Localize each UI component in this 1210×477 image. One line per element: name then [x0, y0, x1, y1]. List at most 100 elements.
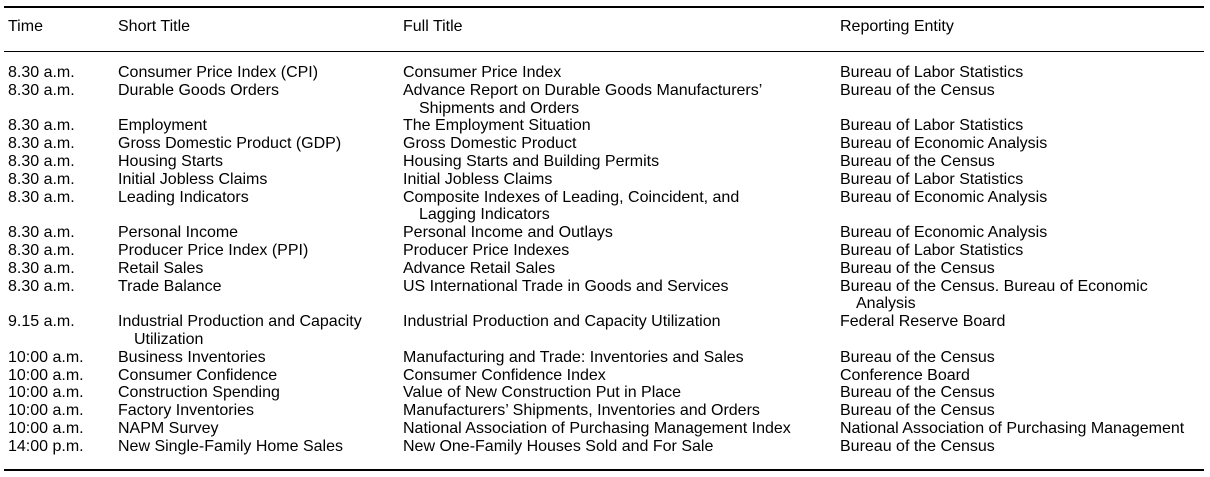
cell-short-title: Business Inventories — [118, 349, 266, 367]
cell-reporting-entity: Bureau of the Census — [840, 438, 995, 456]
cell-time: 8.30 a.m. — [8, 135, 75, 153]
cell-short-title: Consumer Price Index (CPI) — [118, 64, 318, 82]
cell-reporting-entity-line: Bureau of the Census. Bureau of Economic — [840, 277, 1148, 295]
cell-reporting-entity: Bureau of Economic Analysis — [840, 135, 1047, 153]
cell-full-title-line: Gross Domestic Product — [403, 135, 577, 153]
cell-reporting-entity-line: Bureau of Labor Statistics — [840, 117, 1024, 135]
cell-full-title: New One-Family Houses Sold and For Sale — [403, 438, 713, 456]
table-row: 10:00 a.m. Consumer Confidence Consumer Co… — [0, 367, 1210, 385]
cell-reporting-entity-line: Bureau of the Census — [840, 259, 995, 277]
cell-full-title-line: Manufacturing and Trade: Inventories and… — [403, 348, 744, 366]
cell-time: 10:00 a.m. — [8, 348, 84, 366]
cell-short-title: Durable Goods Orders — [118, 82, 279, 100]
cell-reporting-entity: Federal Reserve Board — [840, 313, 1005, 331]
cell-short-title: Industrial Production and Capacity Utiliz… — [118, 313, 362, 349]
cell-reporting-entity: Bureau of Labor Statistics — [840, 64, 1023, 82]
cell-time: 10:00 a.m. — [8, 402, 84, 420]
cell-reporting-entity-line: Bureau of the Census — [840, 437, 995, 455]
cell-full-title-line: Housing Starts and Building Permits — [403, 152, 660, 170]
cell-reporting-entity-line: Bureau of Economic Analysis — [840, 135, 1048, 153]
header-reporting-entity: Reporting Entity — [840, 18, 954, 35]
cell-short-title: Gross Domestic Product (GDP) — [118, 135, 341, 153]
cell-reporting-entity: Bureau of Labor Statistics — [840, 242, 1023, 260]
cell-reporting-entity-line: Bureau of the Census — [840, 152, 995, 170]
cell-short-title-line: Utilization — [134, 330, 204, 348]
cell-reporting-entity-line: Conference Board — [840, 366, 970, 384]
cell-full-title: Personal Income and Outlays — [403, 224, 613, 242]
cell-full-title: Producer Price Indexes — [403, 242, 569, 260]
cell-full-title: Advance Report on Durable Goods Manufact… — [403, 82, 762, 118]
cell-short-title-line: Gross Domestic Product (GDP) — [118, 135, 342, 153]
cell-time: 10:00 a.m. — [8, 419, 84, 437]
cell-time: 8.30 a.m. — [8, 241, 75, 259]
table-row: 9.15 a.m. Industrial Production and Capac… — [0, 313, 1210, 349]
table-bottom-rule — [4, 469, 1204, 471]
cell-full-title: US International Trade in Goods and Serv… — [403, 278, 729, 296]
cell-full-title-line: Consumer Confidence Index — [403, 366, 606, 384]
cell-time: 8.30 a.m. — [8, 81, 75, 99]
cell-full-title: Consumer Price Index — [403, 64, 561, 82]
cell-reporting-entity: Bureau of Economic Analysis — [840, 224, 1047, 242]
table-row: 8.30 a.m. Producer Price Index (PPI) Produ… — [0, 242, 1210, 260]
cell-short-title: Housing Starts — [118, 153, 223, 171]
cell-time: 10:00 a.m. — [8, 384, 84, 402]
table-row: 8.30 a.m. Gross Domestic Product (GDP) Gro… — [0, 135, 1210, 153]
cell-full-title-line: National Association of Purchasing Manag… — [403, 419, 791, 437]
cell-short-title: NAPM Survey — [118, 420, 218, 438]
cell-short-title-line: New Single-Family Home Sales — [118, 437, 343, 455]
table-row: 10:00 a.m. Construction Spending Value of … — [0, 384, 1210, 402]
cell-full-title: Composite Indexes of Leading, Coincident… — [403, 189, 739, 225]
cell-full-title-line: Shipments and Orders — [419, 99, 580, 117]
cell-time: 8.30 a.m. — [8, 277, 75, 295]
header-full-title: Full Title — [403, 18, 463, 35]
cell-short-title-line: Durable Goods Orders — [118, 81, 279, 99]
cell-short-title: Personal Income — [118, 224, 238, 242]
cell-full-title: Housing Starts and Building Permits — [403, 153, 659, 171]
cell-reporting-entity: Bureau of the Census — [840, 82, 995, 100]
cell-reporting-entity: Bureau of the Census — [840, 260, 995, 278]
cell-full-title-line: Value of New Construction Put in Place — [403, 384, 682, 402]
cell-full-title-line: Lagging Indicators — [419, 206, 550, 224]
table-row: 8.30 a.m. Initial Jobless Claims Initial J… — [0, 171, 1210, 189]
table-row: 8.30 a.m. Trade Balance US International T… — [0, 278, 1210, 314]
cell-short-title: Employment — [118, 117, 207, 135]
cell-full-title-line: Personal Income and Outlays — [403, 224, 613, 242]
cell-full-title-line: Advance Report on Durable Goods Manufact… — [403, 81, 763, 99]
cell-reporting-entity-line: Bureau of Labor Statistics — [840, 241, 1024, 259]
table-row: 14:00 p.m. New Single-Family Home Sales Ne… — [0, 438, 1210, 456]
cell-full-title-line: Consumer Price Index — [403, 64, 562, 81]
cell-time: 8.30 a.m. — [8, 188, 75, 206]
cell-reporting-entity-line: Bureau of the Census — [840, 81, 995, 99]
cell-reporting-entity-line: Bureau of Economic Analysis — [840, 224, 1048, 242]
cell-reporting-entity-line: National Association of Purchasing Manag… — [840, 419, 1185, 437]
cell-reporting-entity: Bureau of Labor Statistics — [840, 117, 1023, 135]
table-top-rule — [4, 6, 1204, 8]
cell-reporting-entity: Bureau of the Census — [840, 153, 995, 171]
cell-time: 8.30 a.m. — [8, 170, 75, 188]
cell-time: 9.15 a.m. — [8, 313, 75, 331]
cell-short-title-line: Factory Inventories — [118, 402, 255, 420]
cell-short-title-line: Employment — [118, 117, 207, 135]
cell-time: 10:00 a.m. — [8, 366, 84, 384]
cell-short-title: Trade Balance — [118, 278, 221, 296]
cell-reporting-entity: National Association of Purchasing Manag… — [840, 420, 1184, 438]
cell-short-title-line: Retail Sales — [118, 259, 204, 277]
header-time: Time — [8, 18, 43, 35]
cell-full-title-line: New One-Family Houses Sold and For Sale — [403, 437, 714, 455]
cell-short-title-line: Trade Balance — [118, 277, 222, 295]
table-row: 8.30 a.m. Personal Income Personal Income … — [0, 224, 1210, 242]
cell-reporting-entity-line: Bureau of the Census — [840, 402, 995, 420]
table-row: 10:00 a.m. Factory Inventories Manufacture… — [0, 402, 1210, 420]
cell-time: 8.30 a.m. — [8, 259, 75, 277]
table-row: 8.30 a.m. Leading Indicators Composite Ind… — [0, 189, 1210, 225]
cell-full-title-line: Producer Price Indexes — [403, 241, 570, 259]
cell-full-title-line: Initial Jobless Claims — [403, 170, 553, 188]
cell-reporting-entity-line: Federal Reserve Board — [840, 313, 1006, 331]
cell-reporting-entity-line: Bureau of the Census — [840, 384, 995, 402]
cell-short-title-line: NAPM Survey — [118, 419, 219, 437]
table-row: 8.30 a.m. Housing Starts Housing Starts an… — [0, 153, 1210, 171]
cell-reporting-entity-line: Bureau of the Census — [840, 348, 995, 366]
cell-short-title: Factory Inventories — [118, 402, 254, 420]
cell-short-title-line: Consumer Price Index (CPI) — [118, 64, 319, 81]
cell-full-title: Gross Domestic Product — [403, 135, 576, 153]
